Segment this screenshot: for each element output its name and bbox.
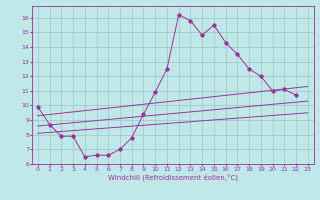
X-axis label: Windchill (Refroidissement éolien,°C): Windchill (Refroidissement éolien,°C) bbox=[108, 174, 238, 181]
